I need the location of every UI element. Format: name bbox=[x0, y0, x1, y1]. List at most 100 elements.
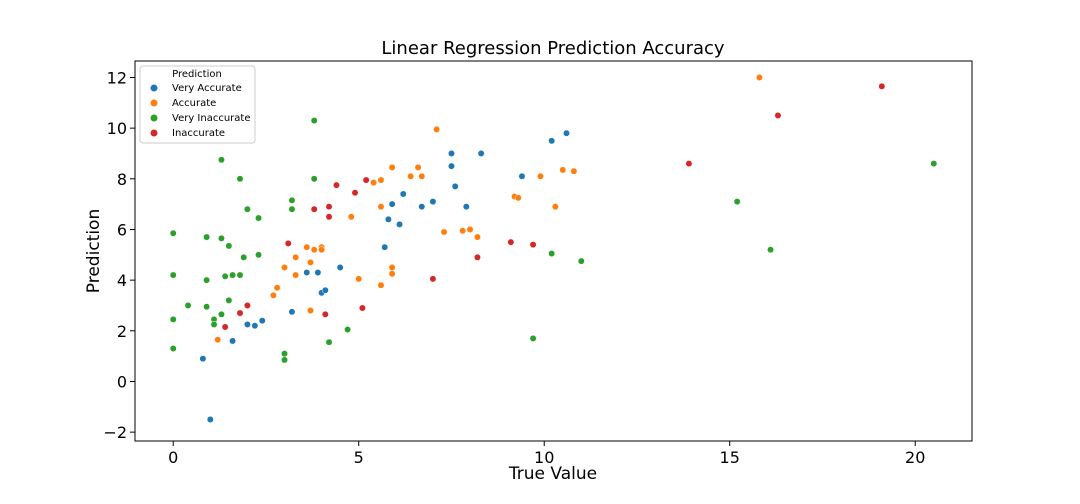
data-point-accurate bbox=[377, 281, 385, 289]
data-point-accurate bbox=[559, 166, 567, 174]
x-tick-label: 10 bbox=[534, 448, 554, 467]
data-point-very-inaccurate bbox=[169, 229, 177, 237]
data-point-accurate bbox=[433, 125, 441, 133]
data-point-accurate bbox=[418, 172, 426, 180]
legend-entry-label: Inaccurate bbox=[172, 128, 225, 139]
legend-marker bbox=[150, 99, 158, 107]
data-point-very-accurate bbox=[429, 198, 437, 206]
legend-box bbox=[139, 65, 256, 144]
data-point-very-inaccurate bbox=[217, 156, 225, 164]
legend-title: Prediction bbox=[172, 69, 222, 80]
data-point-very-inaccurate bbox=[529, 334, 537, 342]
y-tick-label: 2 bbox=[117, 322, 127, 341]
plot-frame bbox=[134, 60, 973, 442]
data-point-accurate bbox=[514, 194, 522, 202]
data-point-very-accurate bbox=[199, 355, 207, 363]
x-tick-label: 20 bbox=[905, 448, 925, 467]
data-point-very-inaccurate bbox=[281, 356, 288, 364]
data-point-inaccurate bbox=[325, 213, 333, 221]
data-point-very-accurate bbox=[288, 308, 296, 316]
data-point-very-inaccurate bbox=[281, 350, 288, 358]
data-point-inaccurate bbox=[236, 309, 244, 317]
data-point-very-inaccurate bbox=[310, 117, 318, 124]
data-point-accurate bbox=[388, 264, 396, 271]
data-point-very-inaccurate bbox=[169, 345, 177, 352]
data-point-very-inaccurate bbox=[169, 315, 177, 323]
legend-entry-label: Very Inaccurate bbox=[172, 113, 251, 124]
data-point-accurate bbox=[355, 275, 363, 283]
data-point-inaccurate bbox=[507, 238, 515, 246]
data-point-very-accurate bbox=[229, 337, 237, 345]
data-point-accurate bbox=[310, 246, 318, 254]
data-point-inaccurate bbox=[878, 82, 886, 90]
x-axis-title: True Value bbox=[508, 464, 597, 484]
data-point-inaccurate bbox=[351, 189, 359, 197]
data-point-inaccurate bbox=[321, 310, 329, 318]
data-point-very-inaccurate bbox=[733, 198, 741, 206]
plot-area bbox=[169, 74, 938, 423]
data-point-inaccurate bbox=[473, 253, 481, 261]
data-point-very-inaccurate bbox=[767, 246, 774, 254]
data-point-very-inaccurate bbox=[225, 296, 233, 304]
data-point-very-inaccurate bbox=[344, 326, 352, 333]
y-axis: −2 0 2 4 6 8 10 12 bbox=[103, 68, 135, 442]
data-point-very-accurate bbox=[258, 317, 266, 325]
data-point-very-accurate bbox=[384, 215, 392, 223]
y-tick-label: 8 bbox=[117, 170, 127, 189]
data-point-very-accurate bbox=[418, 203, 426, 211]
data-point-very-accurate bbox=[462, 203, 470, 211]
data-point-very-inaccurate bbox=[255, 251, 262, 259]
data-point-very-accurate bbox=[243, 321, 251, 328]
data-point-accurate bbox=[388, 270, 396, 278]
data-point-accurate bbox=[388, 163, 396, 171]
data-point-very-inaccurate bbox=[288, 196, 296, 204]
data-point-accurate bbox=[473, 233, 481, 241]
data-point-accurate bbox=[570, 167, 578, 175]
y-tick-label: 6 bbox=[117, 220, 127, 239]
data-point-accurate bbox=[347, 213, 355, 221]
data-point-very-inaccurate bbox=[225, 242, 233, 250]
data-point-very-inaccurate bbox=[210, 321, 218, 328]
data-point-very-inaccurate bbox=[930, 160, 938, 168]
data-point-very-accurate bbox=[399, 190, 407, 198]
legend-marker bbox=[150, 114, 158, 122]
data-point-inaccurate bbox=[429, 275, 437, 283]
data-point-accurate bbox=[370, 179, 378, 187]
data-point-accurate bbox=[214, 336, 222, 344]
data-point-inaccurate bbox=[685, 160, 693, 168]
legend-entry-label: Accurate bbox=[172, 98, 216, 109]
data-point-very-accurate bbox=[396, 220, 403, 228]
legend-marker bbox=[150, 129, 158, 137]
data-point-very-inaccurate bbox=[221, 272, 229, 280]
data-point-very-accurate bbox=[251, 322, 259, 330]
legend-entry-label: Very Accurate bbox=[172, 83, 242, 94]
data-point-inaccurate bbox=[221, 323, 229, 331]
data-point-very-accurate bbox=[206, 416, 214, 423]
x-axis: 0 5 10 15 20 bbox=[168, 441, 925, 467]
data-point-inaccurate bbox=[358, 304, 366, 312]
data-point-accurate bbox=[292, 253, 300, 261]
data-point-very-accurate bbox=[336, 264, 344, 271]
legend-marker bbox=[150, 84, 158, 92]
data-point-inaccurate bbox=[243, 302, 251, 309]
data-point-accurate bbox=[459, 227, 467, 235]
data-point-very-accurate bbox=[548, 137, 556, 145]
data-point-inaccurate bbox=[333, 181, 340, 189]
data-point-inaccurate bbox=[774, 112, 782, 119]
data-point-very-accurate bbox=[477, 150, 485, 157]
data-point-accurate bbox=[440, 228, 448, 236]
data-point-very-inaccurate bbox=[217, 310, 225, 318]
data-point-very-inaccurate bbox=[169, 271, 177, 279]
data-point-inaccurate bbox=[529, 241, 537, 249]
data-point-very-accurate bbox=[448, 150, 455, 157]
data-point-very-inaccurate bbox=[184, 302, 192, 309]
data-point-very-accurate bbox=[388, 200, 396, 208]
data-point-accurate bbox=[273, 284, 281, 292]
legend: Prediction Very Accurate Accurate Very Ina… bbox=[139, 65, 256, 144]
data-point-accurate bbox=[318, 246, 326, 254]
y-tick-label: 0 bbox=[117, 372, 127, 391]
data-point-very-inaccurate bbox=[203, 303, 211, 311]
data-point-accurate bbox=[377, 203, 385, 211]
data-point-inaccurate bbox=[284, 239, 292, 247]
data-point-inaccurate bbox=[362, 176, 370, 184]
